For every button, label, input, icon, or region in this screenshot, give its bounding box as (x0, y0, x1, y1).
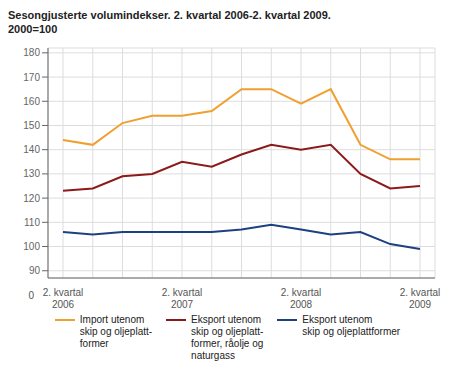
svg-text:2. kvartal2006: 2. kvartal2006 (43, 287, 84, 310)
html-text:skip og oljeplatt-: skip og oljeplatt- (79, 326, 153, 337)
svg-text:180: 180 (23, 47, 40, 58)
svg-text:130: 130 (23, 168, 40, 179)
svg-text:140: 140 (23, 144, 40, 155)
svg-text:2. kvartal2008: 2. kvartal2008 (281, 287, 322, 310)
svg-text:110: 110 (24, 217, 40, 228)
html-text:Import utenom: Import utenom (79, 314, 145, 325)
html-text:skip og oljeplattformer: skip og oljeplattformer (302, 326, 401, 337)
html-text:former: former (79, 338, 109, 349)
svg-text:90: 90 (29, 265, 41, 276)
svg-text:2. kvartal2007: 2. kvartal2007 (162, 287, 203, 310)
html-text:former, råolje og: former, råolje og (191, 338, 264, 349)
html-text:2000=100: 2000=100 (8, 23, 58, 35)
html-text:skip og oljeplatt-: skip og oljeplatt- (191, 326, 264, 337)
svg-text:120: 120 (23, 193, 40, 204)
svg-text:170: 170 (23, 72, 40, 83)
svg-text:2. kvartal2009: 2. kvartal2009 (400, 287, 441, 310)
html-text:Eksport utenom: Eksport utenom (191, 314, 262, 325)
html-text:Eksport utenom: Eksport utenom (302, 314, 373, 325)
svg-text:160: 160 (23, 96, 40, 107)
svg-text:100: 100 (23, 241, 40, 252)
svg-text:150: 150 (23, 120, 40, 131)
html-text:Sesongjusterte volumindekser.: Sesongjusterte volumindekser. 2. kvartal… (8, 9, 331, 21)
html-text:naturgass: naturgass (191, 350, 235, 361)
html-text:0: 0 (28, 290, 34, 301)
